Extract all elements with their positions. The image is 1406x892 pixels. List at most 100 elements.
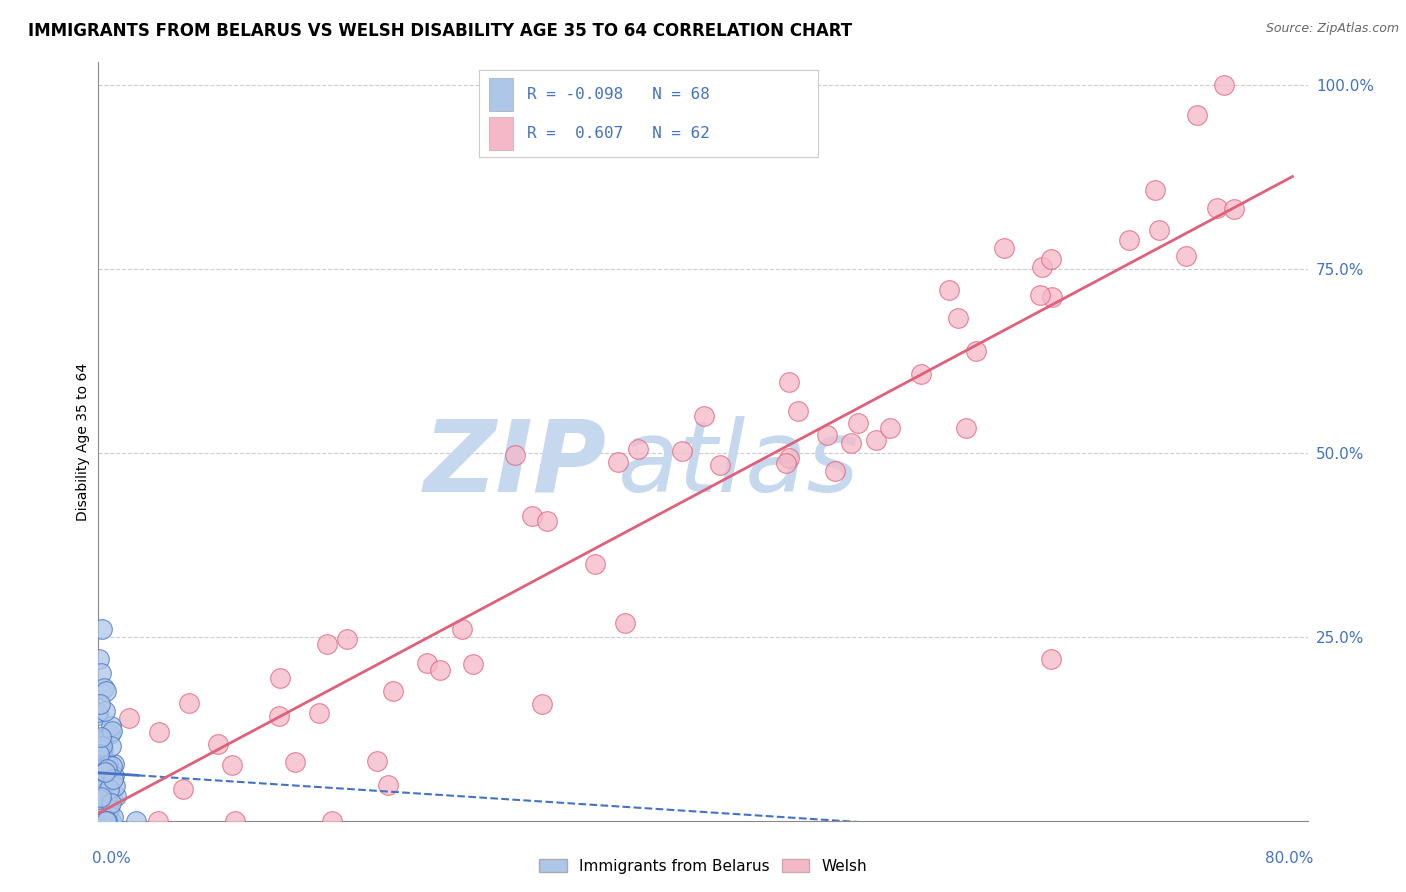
- Point: [89, 731, 111, 746]
- Point: [101, 809, 124, 823]
- Point: [91, 744, 114, 758]
- Point: [101, 772, 124, 786]
- Point: [815, 428, 838, 442]
- Point: [865, 433, 887, 447]
- Point: [104, 779, 127, 793]
- Point: [778, 375, 800, 389]
- Point: [1039, 651, 1062, 665]
- Point: [536, 514, 558, 528]
- Point: [366, 754, 388, 768]
- Point: [938, 283, 960, 297]
- Y-axis label: Disability Age 35 to 64: Disability Age 35 to 64: [76, 362, 90, 521]
- Text: Source: ZipAtlas.com: Source: ZipAtlas.com: [1265, 22, 1399, 36]
- Point: [91, 756, 114, 770]
- Legend: Immigrants from Belarus, Welsh: Immigrants from Belarus, Welsh: [533, 853, 873, 880]
- Point: [90, 763, 112, 777]
- Point: [93, 814, 115, 828]
- Point: [321, 814, 343, 828]
- Point: [89, 767, 111, 781]
- Point: [583, 558, 606, 572]
- Point: [96, 757, 118, 772]
- Point: [89, 751, 111, 765]
- Point: [90, 747, 112, 761]
- Text: ZIP: ZIP: [423, 416, 606, 513]
- Point: [89, 741, 111, 756]
- Text: 80.0%: 80.0%: [1265, 851, 1313, 866]
- Point: [955, 421, 977, 435]
- Point: [284, 756, 307, 770]
- Point: [100, 724, 122, 739]
- Point: [96, 795, 118, 809]
- Point: [91, 622, 114, 636]
- Point: [693, 409, 716, 424]
- Point: [993, 241, 1015, 255]
- Point: [224, 814, 246, 828]
- Point: [91, 782, 114, 797]
- Point: [90, 734, 112, 748]
- Point: [89, 814, 111, 828]
- Point: [89, 747, 111, 761]
- Point: [1040, 252, 1063, 266]
- Point: [100, 790, 122, 805]
- Point: [778, 451, 800, 466]
- Point: [96, 684, 118, 698]
- Point: [93, 761, 115, 775]
- Point: [91, 780, 114, 794]
- Point: [336, 632, 359, 646]
- Text: 0.0%: 0.0%: [93, 851, 131, 866]
- Point: [308, 706, 330, 721]
- Point: [89, 786, 111, 800]
- Point: [1149, 223, 1171, 237]
- Point: [93, 681, 115, 695]
- Point: [101, 759, 124, 773]
- Point: [100, 739, 122, 753]
- Point: [94, 765, 117, 780]
- Point: [1206, 201, 1229, 215]
- Point: [1118, 233, 1140, 247]
- Point: [87, 766, 110, 780]
- Point: [118, 710, 141, 724]
- Point: [90, 797, 112, 811]
- Point: [269, 671, 291, 685]
- Point: [148, 725, 170, 739]
- Point: [824, 464, 846, 478]
- Point: [91, 741, 114, 756]
- Point: [94, 704, 117, 718]
- Point: [103, 769, 125, 783]
- Point: [839, 436, 862, 450]
- Point: [98, 727, 121, 741]
- Point: [96, 814, 118, 828]
- Text: IMMIGRANTS FROM BELARUS VS WELSH DISABILITY AGE 35 TO 64 CORRELATION CHART: IMMIGRANTS FROM BELARUS VS WELSH DISABIL…: [28, 22, 852, 40]
- Point: [91, 739, 114, 753]
- Point: [786, 403, 808, 417]
- Point: [946, 310, 969, 325]
- Point: [606, 455, 628, 469]
- Point: [96, 814, 118, 828]
- Point: [613, 615, 636, 630]
- Point: [267, 709, 290, 723]
- Point: [91, 788, 114, 802]
- Point: [100, 814, 122, 828]
- Point: [90, 790, 112, 805]
- Point: [89, 697, 111, 711]
- Point: [90, 814, 112, 828]
- Point: [94, 762, 117, 776]
- Point: [1040, 290, 1063, 304]
- Point: [96, 762, 118, 776]
- Point: [1143, 183, 1166, 197]
- Point: [451, 622, 474, 636]
- Point: [90, 764, 112, 778]
- Point: [125, 814, 148, 828]
- Point: [1028, 288, 1050, 302]
- Point: [1223, 202, 1246, 216]
- Point: [98, 782, 121, 797]
- Point: [93, 787, 115, 801]
- Point: [179, 696, 201, 710]
- Point: [377, 779, 399, 793]
- Point: [429, 663, 451, 677]
- Point: [671, 444, 693, 458]
- Point: [90, 666, 112, 681]
- Point: [879, 421, 901, 435]
- Point: [89, 791, 111, 805]
- Point: [172, 782, 194, 797]
